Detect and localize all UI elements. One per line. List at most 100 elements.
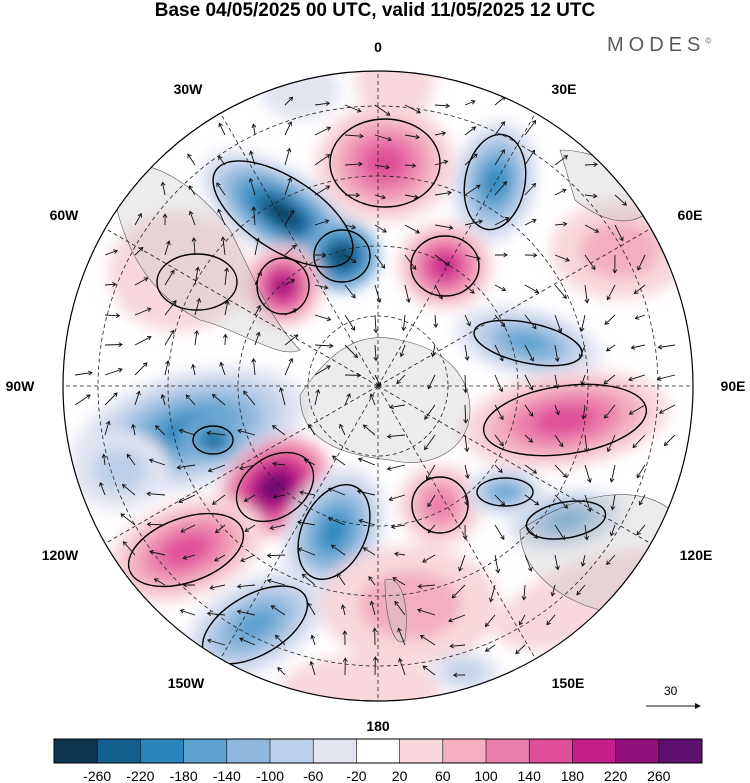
wind-vector-248 (269, 524, 286, 531)
wind-vector-292 (576, 584, 586, 596)
contour-line-6 (156, 253, 238, 311)
wind-vector-126 (194, 329, 200, 346)
wind-vector-118 (524, 314, 537, 330)
wind-vector-112 (344, 314, 355, 331)
colorbar-tick-label-6: -20 (346, 768, 366, 783)
wind-vector-105 (134, 307, 152, 316)
wind-vector-124 (134, 335, 152, 346)
wind-vector-296 (270, 605, 286, 616)
wind-vector-223 (636, 464, 646, 479)
wind-vector-192 (308, 423, 316, 436)
brand-mark: © (705, 36, 712, 46)
anomaly-blob-6-level-5 (274, 277, 292, 295)
wind-vector-132 (373, 344, 379, 362)
wind-vector-311 (372, 627, 378, 646)
wind-vector-183 (628, 404, 646, 415)
wind-vector-222 (609, 464, 616, 483)
wind-vector-271 (422, 554, 436, 563)
lon-label-120e: 120E (680, 547, 713, 563)
wind-vector-307 (238, 637, 256, 646)
lon-label-30w: 30W (174, 81, 204, 97)
wind-vector-207 (148, 458, 166, 466)
wind-vector-74 (344, 254, 357, 263)
wind-vector-173 (344, 393, 351, 406)
wind-vector-253 (427, 524, 436, 534)
wind-vector-308 (274, 634, 286, 646)
anomaly-blob-1-level-4 (332, 247, 352, 265)
wind-vector-190 (237, 428, 256, 436)
wind-vector-216 (426, 464, 436, 480)
wind-vector-275 (554, 554, 560, 571)
meridian-line-11 (220, 112, 379, 387)
wind-vector-208 (176, 464, 196, 470)
wind-vector-295 (236, 609, 256, 616)
anomaly-blob-26-level-1 (91, 447, 149, 493)
wind-vector-110 (284, 308, 298, 316)
anomaly-blob-19-level-1 (359, 571, 461, 639)
colorbar-swatch-9 (442, 739, 487, 763)
contour-line-9 (192, 425, 234, 455)
wind-vector-95 (404, 284, 411, 304)
wind-vector-246 (214, 524, 226, 534)
wind-vector-77 (434, 254, 450, 266)
colorbar-swatch-12 (572, 739, 616, 763)
wind-vector-149 (251, 357, 257, 376)
antarctica-land (299, 337, 471, 463)
longitude-labels: 0 30W 30E 60W 60E 90W 90E 120W 120E 150W… (6, 39, 746, 734)
wind-vector-288 (451, 584, 466, 599)
colorbar-swatch-1 (97, 739, 141, 763)
wind-vector-280 (209, 584, 226, 590)
wind-vector-261 (122, 541, 136, 556)
wind-vector-273 (494, 554, 501, 574)
wind-vector-284 (336, 573, 346, 586)
anomaly-blob-21-level-1 (580, 221, 660, 279)
wind-vector-66 (104, 249, 119, 256)
wind-vector-73 (314, 252, 327, 258)
wind-vector-76 (404, 254, 417, 270)
contour-line-3 (329, 118, 441, 208)
colorbar-tick-label-1: -220 (126, 768, 154, 783)
wind-vector-114 (401, 314, 407, 332)
wind-vector-304 (518, 614, 526, 626)
wind-vector-309 (310, 634, 316, 646)
wind-vector-38 (314, 185, 331, 196)
wind-vector-29 (494, 149, 505, 166)
wind-vector-13 (374, 134, 393, 142)
wind-vector-181 (581, 404, 587, 420)
wind-vector-241 (610, 494, 616, 511)
wind-vector-191 (271, 425, 286, 436)
lon-label-0: 0 (374, 39, 382, 55)
wind-vector-198 (494, 434, 504, 447)
wind-vector-18 (524, 119, 537, 136)
colorbar-swatch-7 (356, 739, 400, 763)
wind-vector-83 (612, 254, 618, 274)
wind-vector-169 (211, 393, 226, 406)
wind-vector-30 (524, 149, 535, 166)
wind-vector-92 (314, 284, 329, 290)
wind-vector-131 (344, 344, 359, 359)
wind-vector-79 (494, 252, 508, 258)
wind-vector-224 (99, 481, 106, 496)
wind-vector-185 (104, 420, 111, 436)
wind-vector-205 (101, 453, 107, 466)
wind-vector-22 (284, 147, 292, 166)
wind-vector-125 (164, 329, 175, 346)
colorbar-swatch-13 (615, 739, 660, 763)
wind-vector-67 (134, 246, 144, 256)
wind-vector-119 (554, 314, 563, 333)
wind-vector-277 (606, 554, 616, 566)
wind-vector-148 (219, 361, 226, 376)
wind-vector-318 (309, 660, 316, 676)
colorbar-swatch-4 (226, 739, 271, 763)
wind-vector-4 (404, 104, 422, 114)
anomaly-blob-12-level-5 (263, 476, 287, 498)
anomaly-blob-8-level-3 (505, 331, 551, 355)
wind-vector-19 (187, 153, 196, 166)
wind-vector-278 (153, 578, 166, 586)
wind-vector-196 (424, 434, 436, 451)
colorbar-tick-label-8: 60 (435, 768, 451, 783)
colorbar-tick-label-3: -140 (213, 768, 241, 783)
wind-vector-49 (134, 212, 142, 226)
wind-vector-251 (358, 518, 376, 526)
